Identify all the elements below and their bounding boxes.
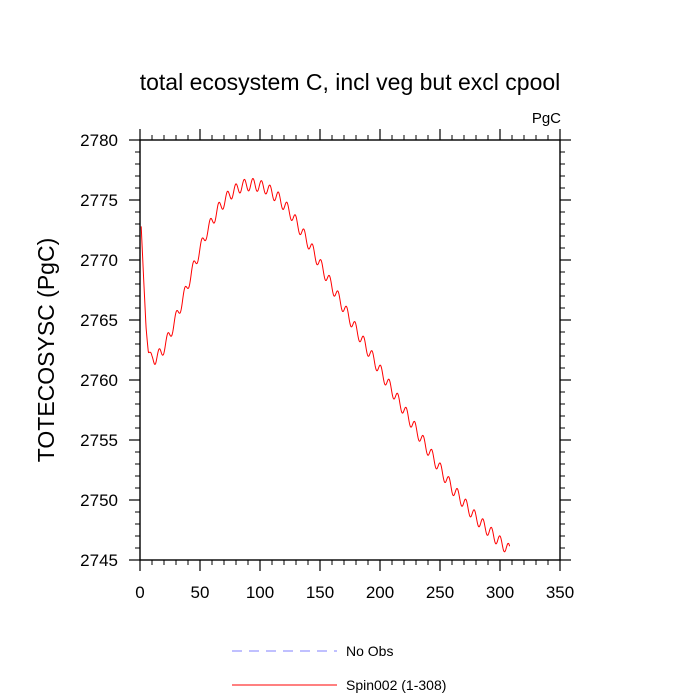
minor-ticks <box>135 135 565 565</box>
y-tick-label: 2780 <box>80 131 118 150</box>
y-tick-label: 2745 <box>80 551 118 570</box>
y-tick-label: 2775 <box>80 191 118 210</box>
y-axis-label: TOTECOSYSC (PgC) <box>33 238 59 463</box>
major-ticks <box>129 129 571 571</box>
legend-label-no-obs: No Obs <box>346 643 393 659</box>
x-tick-label: 200 <box>366 583 394 602</box>
units-label: PgC <box>532 110 561 127</box>
x-tick-labels: 0 50 100 150 200 250 300 350 <box>135 583 574 602</box>
legend-label-spin002: Spin002 (1-308) <box>346 677 446 693</box>
chart-title: total ecosystem C, incl veg but excl cpo… <box>140 69 561 95</box>
y-tick-label: 2760 <box>80 371 118 390</box>
x-tick-label: 100 <box>246 583 274 602</box>
y-tick-labels: 2745 2750 2755 2760 2765 2770 2775 2780 <box>80 131 118 570</box>
x-tick-label: 0 <box>135 583 144 602</box>
y-tick-label: 2750 <box>80 491 118 510</box>
plot-frame <box>139 139 561 561</box>
x-tick-label: 150 <box>306 583 334 602</box>
y-tick-label: 2770 <box>80 251 118 270</box>
x-tick-label: 50 <box>191 583 210 602</box>
x-tick-label: 250 <box>426 583 454 602</box>
y-tick-label: 2765 <box>80 311 118 330</box>
x-tick-label: 300 <box>486 583 514 602</box>
x-tick-label: 350 <box>546 583 574 602</box>
series-line-spin002 <box>140 178 511 553</box>
legend: No Obs Spin002 (1-308) <box>232 643 446 693</box>
y-tick-label: 2755 <box>80 431 118 450</box>
